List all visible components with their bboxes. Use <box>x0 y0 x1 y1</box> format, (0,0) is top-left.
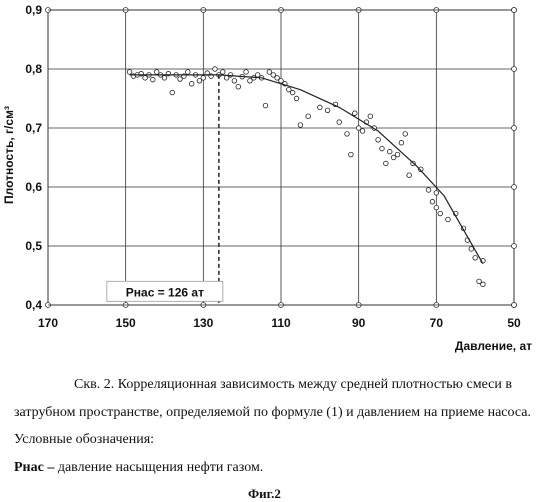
grid <box>46 8 517 308</box>
data-point <box>318 105 323 110</box>
data-point <box>337 120 342 125</box>
data-point <box>236 84 241 89</box>
data-point <box>345 132 350 137</box>
gridline-handle <box>512 8 517 13</box>
y-tick-label: 0,5 <box>25 239 42 253</box>
x-tick-label: 70 <box>430 316 444 330</box>
data-point <box>294 96 299 101</box>
caption-line-1: Скв. 2. Корреляционная зависимость между… <box>74 377 512 393</box>
data-point <box>434 205 439 210</box>
x-tick-label: 130 <box>193 316 213 330</box>
data-point <box>387 149 392 154</box>
data-point <box>352 111 357 116</box>
data-point <box>446 217 451 222</box>
data-point <box>306 114 311 119</box>
x-tick-label: 50 <box>507 316 521 330</box>
y-tick-label: 0,4 <box>25 298 42 312</box>
y-axis-label: Плотность, г/см³ <box>2 106 16 204</box>
density-pressure-chart: 170 150 130 110 90 70 50 0,9 0,8 0,7 0,6 0,5 0,4 Пл… <box>0 0 536 370</box>
x-tick-label: 170 <box>38 316 58 330</box>
data-point <box>403 132 408 137</box>
x-tick-label: 110 <box>271 316 291 330</box>
data-point <box>376 138 381 143</box>
data-point <box>290 90 295 95</box>
data-point <box>127 70 132 75</box>
gridline-handle <box>512 244 517 249</box>
data-point <box>438 211 443 216</box>
data-point <box>201 76 206 81</box>
data-point <box>162 76 167 81</box>
data-point <box>434 191 439 196</box>
data-point <box>186 70 191 75</box>
x-tick-label: 150 <box>116 316 136 330</box>
data-point <box>263 103 268 108</box>
y-tick-label: 0,6 <box>25 180 42 194</box>
data-point <box>384 161 389 166</box>
y-tick-label: 0,9 <box>25 3 42 17</box>
data-point <box>220 70 225 75</box>
annotation-box: Рнас = 126 ат <box>107 281 223 301</box>
caption-line-2: затрубном пространстве, определяемой по … <box>14 405 531 421</box>
data-point <box>298 123 303 128</box>
x-tick-label: 90 <box>352 316 366 330</box>
data-point <box>380 146 385 151</box>
data-point <box>325 108 330 113</box>
caption-line-4: Рнас – давление насыщения нефти газом. <box>14 460 263 476</box>
annotation-text: Рнас = 126 ат <box>126 285 204 299</box>
x-axis-label: Давление, ат <box>455 339 532 353</box>
caption-line-3: Условные обозначения: <box>14 432 154 448</box>
data-point <box>360 129 365 134</box>
y-tick-labels: 0,9 0,8 0,7 0,6 0,5 0,4 <box>25 3 42 312</box>
data-point <box>213 67 218 72</box>
data-point <box>426 188 431 193</box>
data-point <box>430 199 435 204</box>
gridline-handle <box>512 185 517 190</box>
gridline-handle <box>512 303 517 308</box>
trend-line <box>130 75 483 264</box>
data-point <box>395 152 400 157</box>
data-points <box>127 67 485 287</box>
y-tick-label: 0,7 <box>25 121 42 135</box>
data-point <box>407 173 412 178</box>
gridline-handle <box>512 126 517 131</box>
x-tick-labels: 170 150 130 110 90 70 50 <box>38 316 521 330</box>
data-point <box>481 282 486 287</box>
data-point <box>368 114 373 119</box>
y-tick-label: 0,8 <box>25 62 42 76</box>
data-point <box>232 79 237 84</box>
data-point <box>399 140 404 145</box>
legend-symbol: Рнас – <box>14 460 54 475</box>
data-point <box>244 70 249 75</box>
data-point <box>473 255 478 260</box>
data-point <box>228 73 233 78</box>
data-point <box>349 152 354 157</box>
gridline-handle <box>512 67 517 72</box>
legend-description: давление насыщения нефти газом. <box>54 460 263 475</box>
data-point <box>189 81 194 86</box>
data-point <box>170 90 175 95</box>
data-point <box>151 77 156 82</box>
